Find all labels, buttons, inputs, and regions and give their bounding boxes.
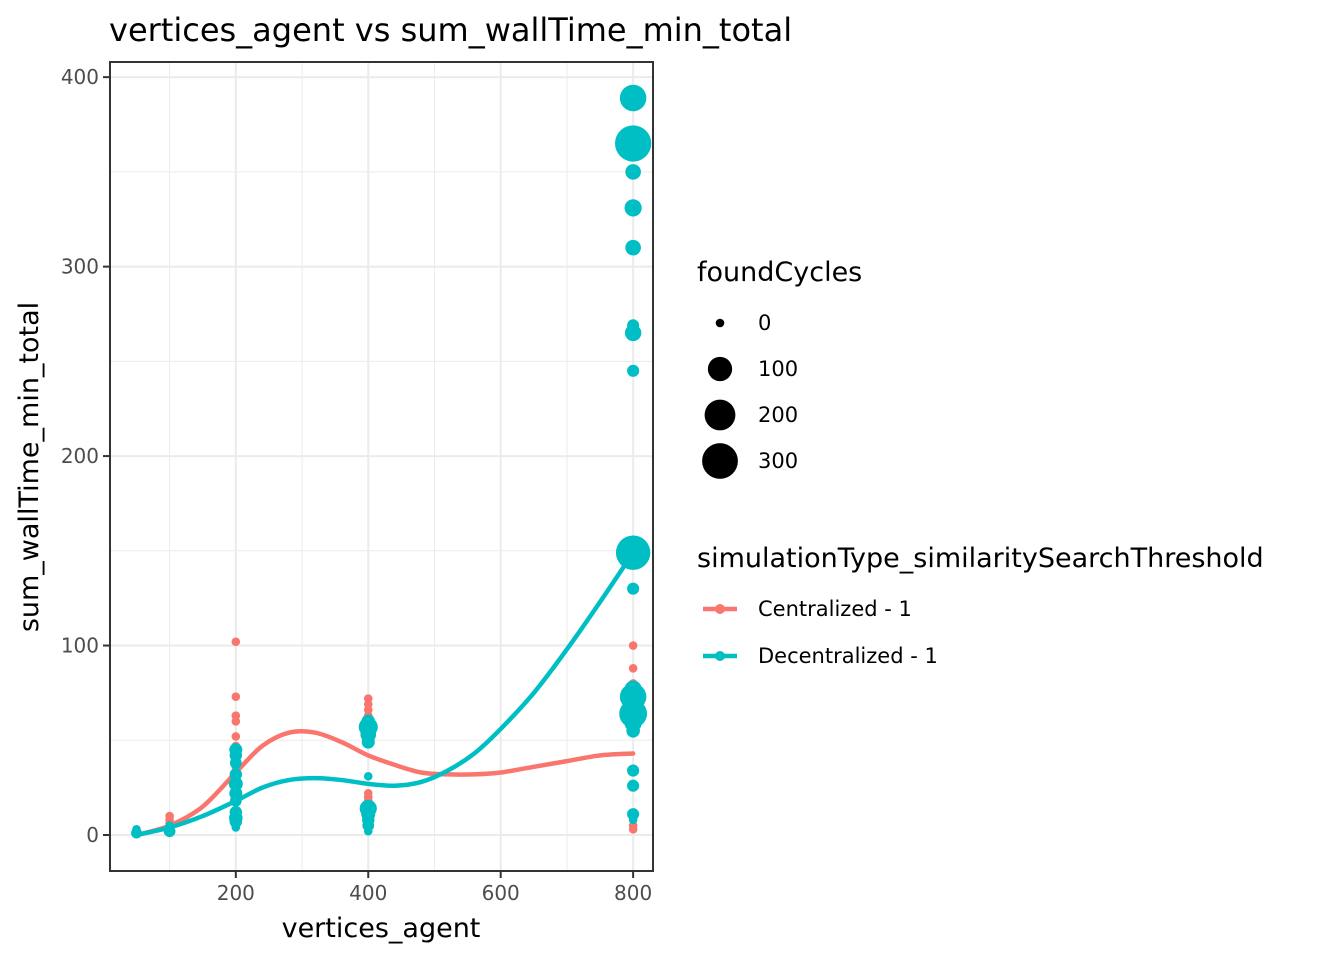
x-tick-label: 400 [349, 881, 387, 905]
point-decentralized-1 [627, 319, 640, 332]
size-key-300 [702, 443, 738, 479]
point-decentralized-1 [627, 779, 640, 792]
size-key-0 [715, 318, 725, 328]
point-decentralized-1 [229, 757, 242, 769]
point-decentralized-1 [229, 768, 243, 781]
point-centralized-1 [628, 825, 638, 834]
size-key-label: 300 [758, 449, 798, 473]
point-decentralized-1 [132, 826, 141, 836]
point-centralized-1 [231, 692, 241, 701]
size-legend: foundCycles 0 100 200 300 [697, 257, 862, 479]
point-decentralized-1 [626, 724, 640, 738]
plot-panel [109, 61, 654, 872]
y-tick-label: 400 [61, 65, 99, 89]
size-legend-title: foundCycles [697, 257, 862, 288]
y-tick-label: 0 [86, 823, 99, 847]
point-decentralized-1 [624, 680, 642, 698]
size-key-label: 100 [758, 357, 798, 381]
x-tick-label: 600 [482, 881, 520, 905]
point-centralized-1 [628, 641, 638, 650]
y-axis-title: sum_wallTime_min_total [14, 302, 45, 632]
grid-minor [110, 62, 653, 871]
point-decentralized-1 [228, 776, 243, 791]
point-decentralized-1 [363, 826, 373, 836]
point-decentralized-1 [615, 535, 651, 570]
point-decentralized-1 [625, 239, 641, 256]
panel-border [109, 61, 654, 872]
color-legend-title: simulationType_similaritySearchThreshold [697, 543, 1264, 574]
x-axis-title: vertices_agent [282, 913, 481, 944]
color-legend: simulationType_similaritySearchThreshold… [697, 543, 1264, 668]
x-tick-label: 800 [614, 881, 652, 905]
point-decentralized-1 [627, 364, 640, 377]
point-centralized-1 [231, 732, 241, 741]
point-decentralized-1 [361, 735, 375, 749]
point-decentralized-1 [623, 695, 643, 714]
color-key-label: Decentralized - 1 [758, 644, 938, 668]
panel-background [110, 62, 653, 871]
point-decentralized-1 [625, 200, 641, 216]
x-tick-label: 200 [217, 881, 255, 905]
point-decentralized-1 [231, 823, 241, 832]
point-centralized-1 [231, 637, 241, 647]
point-decentralized-1 [229, 795, 242, 807]
point-decentralized-1 [615, 125, 652, 162]
point-decentralized-1 [619, 84, 647, 112]
color-key-point [715, 604, 725, 614]
x-axis: 200 400 600 800 [217, 871, 652, 905]
color-key-point [715, 651, 725, 661]
point-decentralized-1 [627, 764, 640, 777]
point-decentralized-1 [361, 714, 376, 729]
y-tick-label: 200 [61, 444, 99, 468]
point-decentralized-1 [363, 771, 373, 781]
point-decentralized-1 [627, 582, 640, 595]
point-centralized-1 [231, 717, 241, 726]
color-key-label: Centralized - 1 [758, 597, 912, 621]
point-centralized-1 [628, 663, 638, 673]
size-key-label: 0 [758, 311, 771, 335]
size-key-label: 200 [758, 403, 798, 427]
color-legend-keys: Centralized - 1 Decentralized - 1 [703, 597, 938, 668]
point-decentralized-1 [229, 806, 243, 819]
size-key-200 [704, 399, 736, 431]
data-points [131, 84, 652, 839]
chart-title: vertices_agent vs sum_wallTime_min_total [109, 11, 792, 49]
size-key-100 [707, 356, 733, 382]
point-decentralized-1 [165, 825, 174, 834]
size-legend-keys: 0 100 200 300 [702, 311, 798, 479]
point-decentralized-1 [625, 164, 641, 180]
y-tick-label: 300 [61, 255, 99, 279]
point-decentralized-1 [628, 815, 638, 825]
y-tick-label: 100 [61, 634, 99, 658]
y-axis: 0 100 200 300 400 [61, 65, 110, 847]
